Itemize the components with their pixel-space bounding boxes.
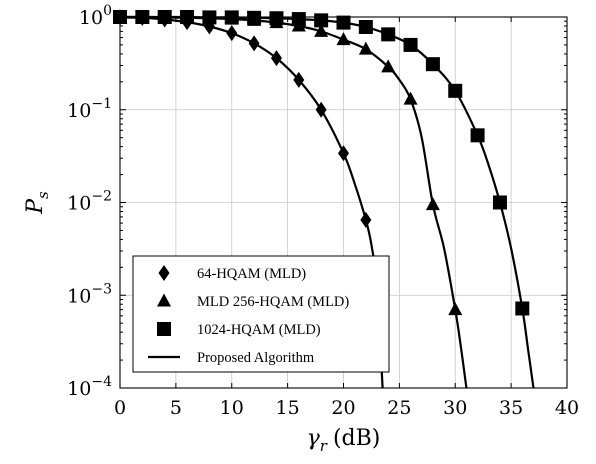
legend-marker-1 xyxy=(157,293,171,307)
x-tick-label: 30 xyxy=(443,397,467,419)
x-tick-label: 25 xyxy=(387,397,411,419)
x-tick-label: 20 xyxy=(331,397,355,419)
data-point-series-2 xyxy=(336,15,351,30)
x-tick-label: 15 xyxy=(276,397,300,419)
y-tick-labels: 10−4 10−3 10−2 10−1 100 xyxy=(67,3,112,400)
data-point-series-0 xyxy=(248,35,260,52)
legend: 64-HQAM (MLD) MLD 256-HQAM (MLD) 1024-HQAM… xyxy=(132,255,390,373)
data-point-series-1 xyxy=(448,302,463,316)
x-axis-label: γr (dB) xyxy=(307,426,381,455)
y-axis-label: Ps xyxy=(23,191,52,215)
series-curve-0 xyxy=(120,16,384,388)
data-point-series-2 xyxy=(247,10,262,25)
y-tick-label: 10−2 xyxy=(67,189,112,215)
data-point-series-1 xyxy=(425,197,440,211)
data-point-series-0 xyxy=(338,145,349,162)
x-tick-labels: 0 5 10 15 20 25 30 35 40 xyxy=(114,397,579,419)
data-point-series-2 xyxy=(515,301,530,316)
data-point-series-0 xyxy=(360,211,372,228)
y-tick-label: 10−1 xyxy=(67,96,112,122)
legend-marker-0 xyxy=(158,265,170,281)
data-point-series-0 xyxy=(270,50,282,67)
y-tick-label: 10−3 xyxy=(67,281,112,307)
legend-box xyxy=(132,255,390,373)
data-point-series-0 xyxy=(293,71,305,88)
data-point-series-2 xyxy=(425,57,440,72)
data-point-series-2 xyxy=(470,128,485,143)
data-point-series-1 xyxy=(358,41,373,55)
x-tick-label: 40 xyxy=(555,397,579,419)
data-point-series-1 xyxy=(403,91,418,105)
legend-label-2: 1024-HQAM (MLD) xyxy=(197,322,321,338)
data-point-series-2 xyxy=(403,37,418,52)
legend-label-1: MLD 256-HQAM (MLD) xyxy=(197,294,349,310)
x-tick-label: 5 xyxy=(170,397,182,419)
data-point-series-2 xyxy=(314,13,329,28)
data-point-series-2 xyxy=(381,27,396,42)
data-point-series-2 xyxy=(291,12,306,27)
data-point-series-1 xyxy=(314,23,329,37)
legend-label-0: 64-HQAM (MLD) xyxy=(197,266,306,282)
y-tick-label: 10−4 xyxy=(67,374,112,400)
data-point-series-1 xyxy=(336,32,351,46)
ticks xyxy=(119,16,568,389)
data-point-series-2 xyxy=(358,20,373,35)
y-tick-label: 100 xyxy=(79,3,112,29)
data-point-series-2 xyxy=(492,195,507,210)
data-point-series-2 xyxy=(448,83,463,98)
data-point-series-2 xyxy=(269,11,284,26)
x-tick-label: 35 xyxy=(499,397,523,419)
x-tick-label: 0 xyxy=(114,397,126,419)
data-point-series-1 xyxy=(381,59,396,73)
data-point-series-0 xyxy=(226,25,238,42)
legend-marker-2 xyxy=(157,322,171,336)
markers xyxy=(113,9,530,316)
legend-label-3: Proposed Algorithm xyxy=(197,350,315,366)
x-tick-label: 10 xyxy=(220,397,244,419)
data-point-series-0 xyxy=(315,101,327,118)
